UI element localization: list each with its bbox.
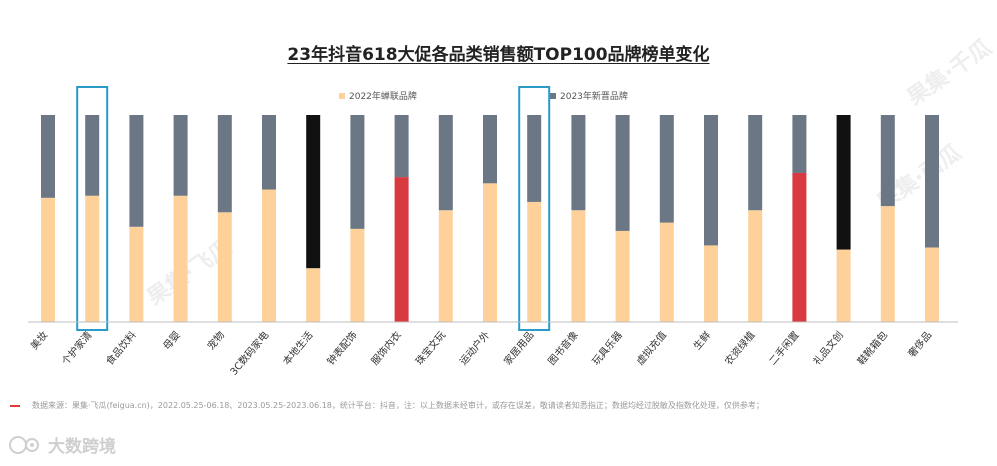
bar-new-16 xyxy=(748,115,763,211)
bar-retained-20 xyxy=(925,247,939,322)
bar-retained-7 xyxy=(350,228,365,322)
legend-label-retained: 2022年蝉联品牌 xyxy=(349,92,417,102)
footnote: 数据来源：果集·飞瓜(feigua.cn)，2022.05.25-06.18、2… xyxy=(10,400,764,411)
bar-retained-0 xyxy=(41,197,55,322)
legend-item-retained: 2022年蝉联品牌 xyxy=(339,89,417,102)
x-tick-label-9: 珠宝文玩 xyxy=(412,329,448,368)
x-tick-label-0: 美妆 xyxy=(27,329,50,353)
bar-new-4 xyxy=(217,115,232,213)
bar-retained-17 xyxy=(792,172,807,322)
bar-new-15 xyxy=(704,115,718,246)
x-tick-label-16: 农资绿植 xyxy=(722,329,758,368)
x-tick-label-2: 食品饮料 xyxy=(103,329,139,368)
bar-retained-10 xyxy=(483,183,497,322)
bar-retained-14 xyxy=(659,222,674,322)
bar-new-20 xyxy=(925,115,939,248)
x-tick-label-11: 家居用品 xyxy=(501,329,537,368)
bar-new-17 xyxy=(792,115,807,173)
bar-new-11 xyxy=(527,115,542,202)
chart-plot: 美妆 个护家清 食品饮料 母婴 宠物 3C数码家电 本地生活 钟表配饰 服饰内衣 珠宝文玩 运动户外… xyxy=(27,86,958,378)
bar-new-13 xyxy=(615,115,630,231)
logo-icon xyxy=(9,435,39,454)
bar-new-8 xyxy=(394,115,409,178)
x-tick-label-18: 礼品文创 xyxy=(810,329,846,368)
bar-retained-9 xyxy=(438,210,453,322)
highlight-box-11 xyxy=(518,86,551,331)
bar-retained-12 xyxy=(571,210,586,322)
bar-new-10 xyxy=(483,115,497,184)
bar-new-19 xyxy=(880,115,895,207)
bar-retained-2 xyxy=(129,226,144,322)
bar-new-5 xyxy=(262,115,276,190)
bar-new-14 xyxy=(659,115,674,223)
bar-retained-1 xyxy=(85,195,100,322)
bar-retained-3 xyxy=(173,195,188,322)
legend-label-new: 2023年新晋品牌 xyxy=(560,92,628,102)
legend-item-new: 2023年新晋品牌 xyxy=(550,89,628,102)
x-tick-label-19: 鞋靴箱包 xyxy=(854,329,890,368)
logo-text: 大数跨境 xyxy=(48,437,116,457)
bar-new-3 xyxy=(173,115,188,196)
bar-new-6 xyxy=(306,115,321,269)
bar-retained-18 xyxy=(836,249,851,322)
x-tick-label-15: 生鲜 xyxy=(690,329,713,353)
footnote-text: 数据来源：果集·飞瓜(feigua.cn)，2022.05.25-06.18、2… xyxy=(32,401,764,410)
x-tick-label-14: 虚拟充值 xyxy=(633,329,669,368)
bar-retained-6 xyxy=(306,268,321,322)
bar-new-0 xyxy=(41,115,55,198)
x-tick-label-6: 本地生活 xyxy=(280,329,316,368)
legend-swatch-new xyxy=(550,92,556,99)
x-tick-label-1: 个护家清 xyxy=(59,329,95,368)
bar-retained-11 xyxy=(527,201,542,322)
legend-swatch-retained xyxy=(339,92,345,99)
bar-new-7 xyxy=(350,115,365,229)
x-tick-label-4: 宠物 xyxy=(204,329,227,353)
bar-retained-5 xyxy=(262,189,276,322)
footnote-marker xyxy=(10,404,20,407)
logo: 大数跨境 xyxy=(8,432,116,457)
x-tick-label-12: 图书音像 xyxy=(545,329,581,368)
x-tick-label-20: 奢侈品 xyxy=(905,329,934,360)
legend: 2022年蝉联品牌 2023年新晋品牌 xyxy=(0,89,997,103)
bar-new-12 xyxy=(571,115,586,211)
x-tick-label-7: 钟表配饰 xyxy=(324,329,360,368)
x-tick-label-8: 服饰内衣 xyxy=(368,329,404,368)
x-tick-label-17: 二手闲置 xyxy=(766,329,802,368)
x-tick-label-10: 运动户外 xyxy=(457,329,493,368)
bar-new-2 xyxy=(129,115,144,227)
x-tick-label-5: 3C数码家电 xyxy=(227,329,271,378)
bar-retained-19 xyxy=(880,206,895,322)
bar-new-1 xyxy=(85,115,100,196)
bar-new-9 xyxy=(438,115,453,211)
chart-title: 23年抖音618大促各品类销售额TOP100品牌榜单变化 xyxy=(287,45,710,65)
highlight-box-1 xyxy=(76,86,109,331)
x-tick-label-13: 玩具乐器 xyxy=(590,329,625,367)
bar-retained-8 xyxy=(394,177,409,322)
bar-retained-4 xyxy=(217,212,232,322)
bar-retained-15 xyxy=(704,245,718,322)
bar-retained-13 xyxy=(615,230,630,322)
bar-retained-16 xyxy=(748,210,763,322)
x-tick-label-3: 母婴 xyxy=(161,329,183,352)
bar-new-18 xyxy=(836,115,851,250)
